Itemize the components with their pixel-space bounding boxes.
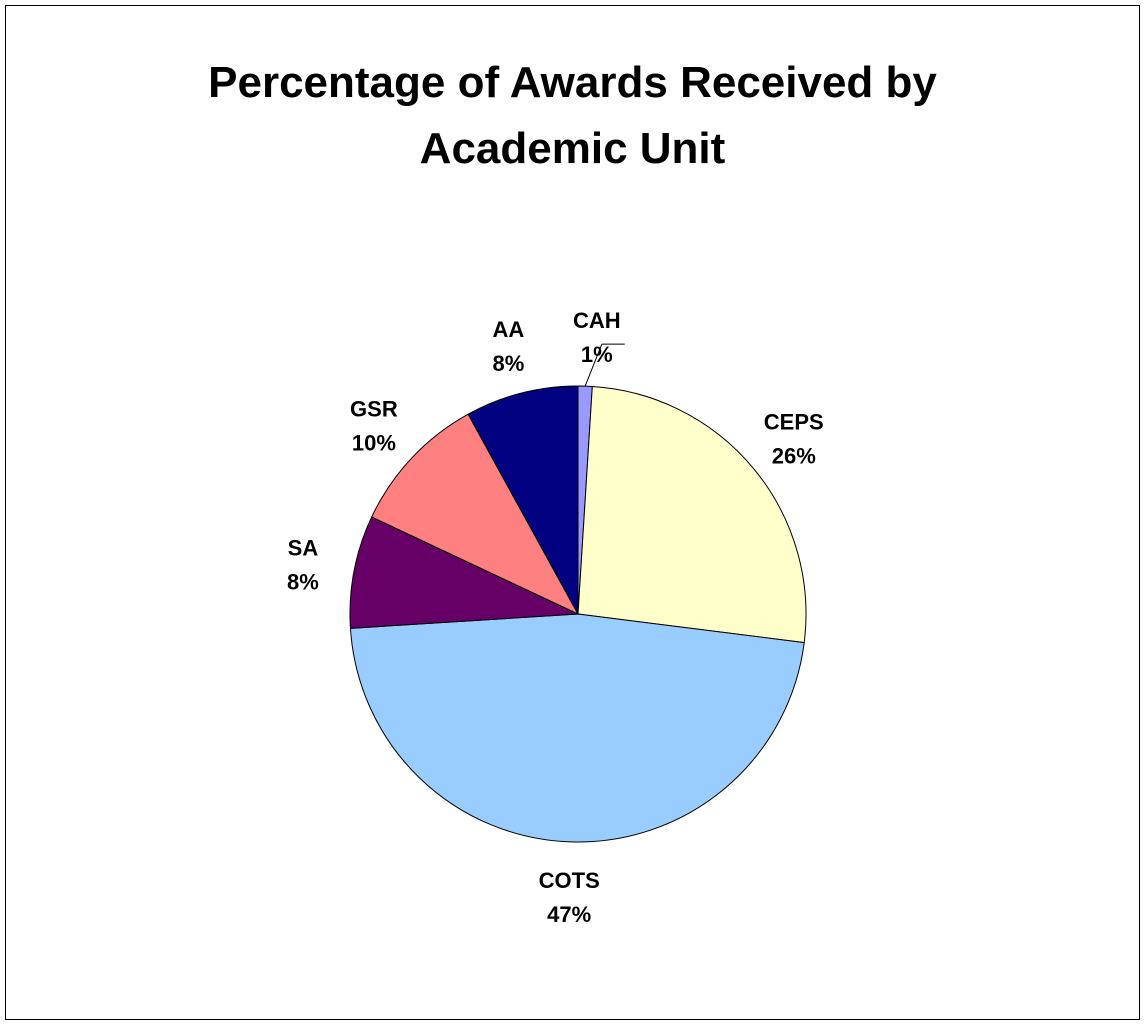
- label-value: 1%: [581, 342, 613, 367]
- pie-slice: [349, 516, 579, 629]
- label-value: 8%: [287, 570, 319, 595]
- label-value: 10%: [352, 430, 396, 455]
- data-label: COTS 47%: [539, 868, 600, 927]
- chart-title: Percentage of Awards Received by Academi…: [208, 58, 937, 173]
- label-name: AA: [492, 317, 524, 342]
- data-label: GSR 10%: [350, 396, 398, 455]
- data-label: CAH 1%: [573, 308, 621, 367]
- data-label: SA 8%: [287, 536, 319, 595]
- label-name: CEPS: [764, 410, 824, 435]
- label-name: COTS: [539, 868, 600, 893]
- label-name: GSR: [350, 396, 398, 421]
- leader-line: [584, 343, 603, 387]
- pie-slice: [349, 613, 805, 843]
- label-value: 47%: [547, 902, 591, 927]
- label-name: SA: [288, 536, 319, 561]
- pie-slice: [467, 385, 579, 615]
- pie-slice: [371, 413, 580, 616]
- data-label: AA 8%: [492, 317, 524, 376]
- data-label: CEPS 26%: [764, 410, 824, 469]
- label-value: 26%: [772, 444, 816, 469]
- label-name: CAH: [573, 308, 621, 333]
- pie-slice: [577, 385, 807, 644]
- label-value: 8%: [492, 351, 524, 376]
- chart-frame: [5, 5, 1140, 1020]
- title-wrap: Percentage of Awards Received by Academi…: [0, 50, 1145, 182]
